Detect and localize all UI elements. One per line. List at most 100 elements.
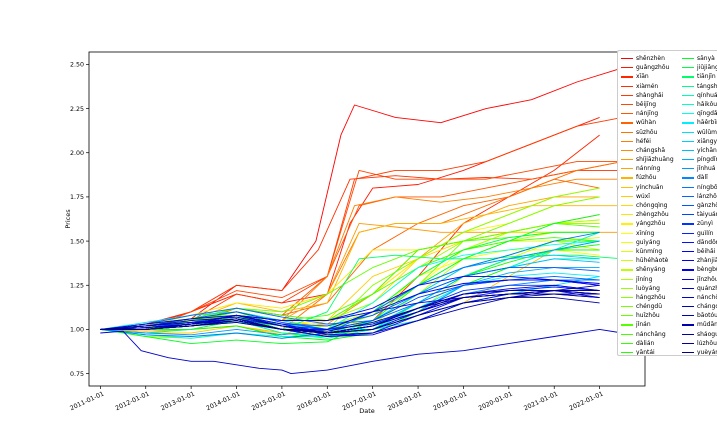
x-tick-label: 2018-01-01: [387, 390, 423, 412]
legend-label: zhànjiāng: [697, 257, 717, 265]
legend-label: sānyà: [697, 55, 715, 62]
legend-swatch: [621, 214, 633, 216]
legend-swatch: [621, 140, 633, 142]
legend-label: nánchōng: [697, 293, 717, 301]
x-tick-label: 2022-01-01: [568, 390, 604, 412]
x-tick-label: 2012-01-01: [114, 390, 150, 412]
legend-swatch: [682, 324, 694, 326]
legend-label: xiāngyáng: [697, 137, 717, 145]
legend-label: yángzhōu: [636, 220, 666, 228]
legend-label: jǐnhuá: [697, 165, 716, 173]
legend-label: guǎngzhōu: [636, 64, 670, 72]
legend-swatch: [682, 94, 694, 96]
legend-swatch: [682, 85, 694, 87]
x-tick-label: 2021-01-01: [523, 390, 559, 412]
legend-swatch: [621, 113, 633, 115]
y-tick-label: 0.75: [70, 371, 84, 378]
legend-swatch: [682, 149, 694, 152]
y-tick-label: 1.75: [70, 194, 84, 201]
y-tick-label: 1.50: [70, 238, 84, 245]
legend-label: lánzhōu: [697, 192, 717, 200]
x-axis-label: Date: [359, 407, 375, 415]
legend-label: tángshān: [697, 82, 717, 90]
legend-label: níngbō: [697, 183, 717, 191]
legend-label: bāotóu: [697, 312, 717, 320]
series-line-běijīng: [100, 161, 623, 330]
legend-swatch: [682, 140, 694, 142]
legend-swatch: [682, 103, 694, 106]
legend-label: yínchuān: [636, 183, 664, 191]
legend-label: chóngqìng: [636, 202, 668, 209]
legend-swatch: [682, 315, 694, 317]
legend-label: luòyáng: [636, 284, 660, 292]
legend-label: guìlín: [697, 229, 714, 237]
legend-swatch: [682, 296, 694, 299]
legend-label: píngdǐngshān: [697, 156, 717, 164]
legend-label: jiǔjiāng: [697, 64, 717, 72]
legend-label: jǐnán: [636, 321, 651, 329]
series-line-mǔdānjiāng: [100, 297, 600, 334]
legend-label: nánníng: [636, 165, 661, 173]
legend-label: shànghǎi: [636, 91, 664, 99]
legend-swatch: [621, 67, 633, 69]
legend-swatch: [621, 241, 633, 243]
legend-swatch: [621, 103, 633, 106]
legend-swatch: [682, 223, 694, 225]
legend-label: xīān: [636, 73, 649, 81]
legend-label: mǔdānjiāng: [697, 321, 717, 329]
legend-label: sūzhōu: [636, 128, 658, 136]
x-tick-label: 2015-01-01: [251, 390, 287, 412]
legend-swatch: [621, 306, 633, 308]
y-tick-label: 1.00: [70, 327, 84, 334]
legend-label: héféi: [636, 137, 651, 145]
legend-swatch: [621, 76, 633, 78]
legend-swatch: [682, 67, 694, 69]
x-tick-label: 2011-01-01: [69, 390, 105, 412]
legend-label: hāěrbīn: [697, 119, 717, 127]
legend-label: wúxī: [636, 192, 650, 200]
legend-swatch: [682, 250, 694, 253]
y-axis-label: Prices: [64, 209, 72, 229]
legend-label: bèngbù: [697, 266, 717, 274]
legend: shēnzhèn guǎngzhōu xīān xiàmén shànghǎi běijī…: [617, 50, 717, 356]
legend-swatch: [682, 159, 694, 161]
legend-label: chéngdū: [636, 303, 663, 311]
legend-swatch: [621, 85, 633, 87]
series-line-sūzhōu: [100, 161, 623, 332]
legend-label: běihǎi: [697, 247, 716, 255]
legend-swatch: [621, 324, 633, 326]
y-axis: 0.75 1.00 1.25 1.50 1.75 2.00 2.25 2.50: [70, 62, 89, 378]
series-line-wēnzhōu: [100, 328, 623, 375]
legend-swatch: [621, 223, 633, 225]
series-line-ānqìng: [100, 290, 600, 332]
legend-swatch: [682, 333, 694, 335]
legend-label: jǐníng: [636, 275, 653, 283]
y-tick-label: 1.25: [70, 282, 84, 289]
series-line-tiānjīn: [100, 254, 623, 334]
series-line-hǎikǒu: [100, 231, 600, 339]
legend-swatch: [682, 168, 694, 170]
legend-swatch: [621, 177, 633, 179]
legend-swatch: [682, 287, 694, 289]
legend-swatch: [682, 306, 694, 308]
legend-label: zhèngzhōu: [636, 211, 669, 219]
legend-label: qínhuángdǎo: [697, 91, 717, 99]
legend-label: nánchāng: [636, 330, 666, 338]
legend-label: xīníng: [636, 229, 655, 237]
legend-swatch: [682, 241, 694, 243]
legend-label: dāndōng: [697, 238, 717, 246]
legend-label: hǎikǒu: [697, 100, 717, 108]
legend-swatch: [621, 315, 633, 317]
legend-label: wǔhàn: [636, 119, 656, 127]
x-tick-label: 2014-01-01: [205, 390, 241, 412]
legend-swatch: [621, 186, 633, 188]
legend-label: gànzhōu: [697, 202, 717, 209]
legend-swatch: [682, 342, 694, 344]
series-line-yíchāng: [100, 258, 600, 334]
x-tick-label: 2013-01-01: [160, 390, 196, 412]
legend-swatch: [621, 94, 633, 96]
legend-label: zūnyì: [697, 220, 713, 228]
legend-label: chángdé: [697, 303, 717, 311]
legend-swatch: [621, 333, 633, 335]
legend-swatch: [621, 149, 633, 152]
